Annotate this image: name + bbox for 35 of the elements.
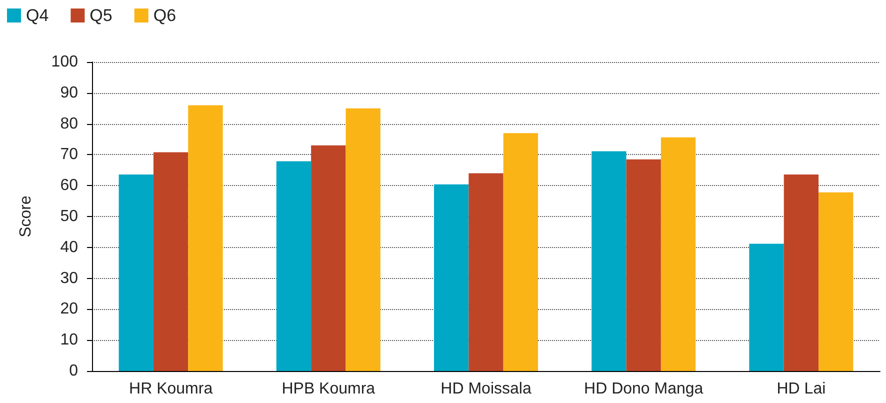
bar	[818, 192, 854, 371]
bar	[118, 174, 154, 371]
y-tick-label: 80	[60, 115, 78, 132]
bar	[749, 244, 784, 371]
bar	[660, 137, 696, 371]
y-axis-title: Score	[18, 196, 34, 238]
bar	[784, 174, 819, 371]
legend-label: Q5	[90, 6, 112, 25]
y-tick-label: 40	[60, 238, 78, 256]
bar	[503, 133, 538, 371]
legend-label: Q4	[26, 6, 49, 25]
x-tick-label: HR Koumra	[129, 380, 213, 398]
x-tick-label: HD Moissala	[440, 380, 532, 398]
y-tick-label: 50	[60, 208, 78, 225]
y-tick-label: 100	[51, 54, 78, 70]
legend-label: Q6	[153, 6, 176, 25]
bar	[153, 152, 188, 371]
bar	[468, 173, 504, 371]
bar	[434, 184, 469, 371]
x-tick-label: HD Dono Manga	[584, 380, 704, 398]
y-tick-label: 10	[60, 332, 78, 349]
x-tick-label: HD Lai	[776, 380, 826, 398]
y-tick-label: 30	[60, 270, 78, 287]
y-tick-label: 20	[60, 300, 78, 318]
y-tick-label: 60	[60, 177, 78, 194]
bar	[188, 105, 223, 371]
bar	[592, 151, 626, 371]
y-tick-label: 90	[60, 84, 78, 102]
y-tick-label: 70	[60, 146, 78, 164]
y-tick-label: 0	[69, 362, 78, 380]
bar	[626, 159, 661, 371]
bar	[276, 161, 312, 371]
x-tick-label: HPB Koumra	[282, 380, 376, 398]
bar	[311, 145, 346, 371]
bar	[346, 108, 380, 371]
